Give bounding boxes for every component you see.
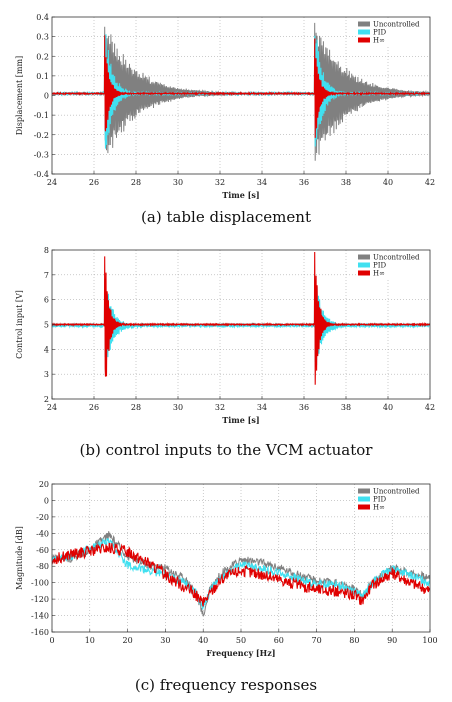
legend-label: Uncontrolled xyxy=(373,21,420,29)
y-tick-label: 0 xyxy=(44,496,49,505)
x-tick-label: 60 xyxy=(274,636,284,645)
y-tick-label: -0.4 xyxy=(34,170,49,179)
y-tick-label: 20 xyxy=(39,480,49,489)
x-tick-label: 28 xyxy=(131,403,141,412)
x-tick-label: 38 xyxy=(341,403,351,412)
legend-label: H∞ xyxy=(373,37,385,45)
legend-label: PID xyxy=(373,29,386,37)
y-tick-label: -20 xyxy=(36,513,49,522)
x-tick-label: 32 xyxy=(215,403,225,412)
y-tick-label: -160 xyxy=(31,628,49,637)
y-tick-label: 3 xyxy=(44,370,49,379)
legend-label: H∞ xyxy=(373,504,385,512)
caption-a: (a) table displacement xyxy=(141,208,311,226)
x-axis-label: Time [s] xyxy=(222,415,259,425)
x-tick-label: 24 xyxy=(47,403,57,412)
series-line-hinf xyxy=(52,542,430,607)
x-tick-label: 26 xyxy=(89,403,99,412)
x-tick-label: 24 xyxy=(47,178,57,187)
x-tick-label: 80 xyxy=(349,636,359,645)
legend-swatch xyxy=(358,488,370,494)
legend-label: PID xyxy=(373,262,386,270)
x-tick-label: 26 xyxy=(89,178,99,187)
legend-swatch xyxy=(358,29,370,35)
y-tick-label: 6 xyxy=(44,296,49,305)
y-axis-label: Control input [V] xyxy=(15,290,24,359)
x-tick-label: 34 xyxy=(257,178,267,187)
x-tick-label: 34 xyxy=(257,403,267,412)
y-tick-label: -100 xyxy=(31,579,49,588)
x-tick-label: 36 xyxy=(299,178,309,187)
series-line-hinf xyxy=(52,251,430,385)
legend-label: H∞ xyxy=(373,270,385,278)
x-tick-label: 40 xyxy=(383,178,393,187)
legend-label: Uncontrolled xyxy=(373,488,420,496)
x-tick-label: 42 xyxy=(425,403,435,412)
series-line-hinf xyxy=(52,35,430,138)
x-tick-label: 20 xyxy=(123,636,133,645)
y-tick-label: -60 xyxy=(36,546,49,555)
caption-c: (c) frequency responses xyxy=(135,676,317,694)
legend-swatch xyxy=(358,21,370,27)
legend-label: Uncontrolled xyxy=(373,254,420,262)
legend-swatch xyxy=(358,496,370,502)
legend-swatch xyxy=(358,504,370,510)
plot-area xyxy=(52,22,430,161)
y-tick-label: -140 xyxy=(31,612,49,621)
x-tick-label: 42 xyxy=(425,178,435,187)
y-tick-label: 4 xyxy=(44,345,49,354)
plot-area xyxy=(52,251,430,385)
y-tick-label: -120 xyxy=(31,595,49,604)
y-tick-label: 5 xyxy=(44,321,49,330)
legend-swatch xyxy=(358,37,370,43)
legend-label: PID xyxy=(373,496,386,504)
y-tick-label: 2 xyxy=(44,395,49,404)
y-tick-label: 0.3 xyxy=(36,33,49,42)
x-tick-label: 100 xyxy=(422,636,437,645)
y-axis-label: Magnitude [dB] xyxy=(15,526,24,590)
x-axis-label: Frequency [Hz] xyxy=(206,648,275,658)
y-tick-label: 0.2 xyxy=(36,52,49,61)
legend-swatch xyxy=(358,254,370,260)
y-tick-label: -0.2 xyxy=(34,131,49,140)
caption-b: (b) control inputs to the VCM actuator xyxy=(80,441,374,459)
y-tick-label: 0.1 xyxy=(36,72,49,81)
x-tick-label: 40 xyxy=(383,403,393,412)
x-tick-label: 50 xyxy=(236,636,246,645)
y-tick-label: 7 xyxy=(44,271,49,280)
legend-swatch xyxy=(358,270,370,276)
x-tick-label: 36 xyxy=(299,403,309,412)
x-tick-label: 40 xyxy=(198,636,208,645)
panel-a: 24 26 28 30 32 34 36 38 40 42 -0.4 -0.3 -0.2 -0.1 0 0.1… xyxy=(15,13,435,200)
y-tick-label: 0 xyxy=(44,92,49,101)
x-tick-label: 30 xyxy=(160,636,170,645)
y-tick-label: -40 xyxy=(36,529,49,538)
y-tick-label: 0.4 xyxy=(36,13,49,22)
y-tick-label: -80 xyxy=(36,562,49,571)
x-tick-label: 28 xyxy=(131,178,141,187)
plot-area xyxy=(52,531,430,617)
y-tick-label: 8 xyxy=(44,246,49,255)
x-tick-label: 10 xyxy=(85,636,95,645)
y-tick-label: -0.3 xyxy=(34,150,49,159)
x-tick-label: 0 xyxy=(49,636,54,645)
x-tick-label: 32 xyxy=(215,178,225,187)
x-tick-label: 70 xyxy=(312,636,322,645)
x-tick-label: 30 xyxy=(173,403,183,412)
y-tick-label: -0.1 xyxy=(34,111,49,120)
legend-swatch xyxy=(358,262,370,268)
y-axis-label: Displacement [mm] xyxy=(15,56,24,135)
panel-c: 0 10 20 30 40 50 60 70 80 90 100 -160 -140 -120 -100 -8… xyxy=(15,480,438,658)
x-axis-label: Time [s] xyxy=(222,190,259,200)
x-tick-label: 30 xyxy=(173,178,183,187)
x-tick-label: 38 xyxy=(341,178,351,187)
x-tick-label: 90 xyxy=(387,636,397,645)
